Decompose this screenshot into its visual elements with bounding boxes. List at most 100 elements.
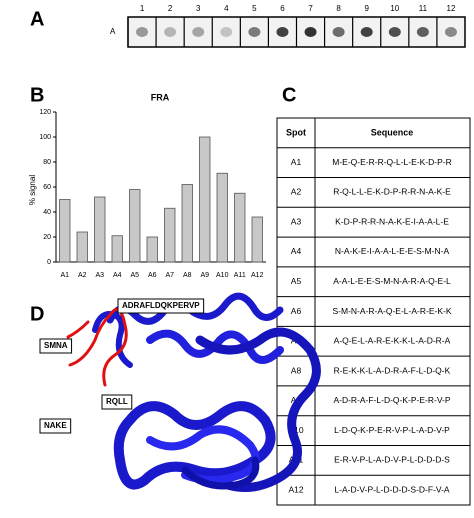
structure-label: ADRAFLDQKPERVP — [122, 301, 200, 310]
blot-row-label: A — [110, 27, 116, 36]
bar — [129, 189, 141, 263]
table-cell: A6 — [291, 306, 302, 316]
spot — [332, 27, 345, 37]
table-cell: A4 — [291, 246, 302, 256]
lane-label: 2 — [168, 4, 173, 13]
spot — [360, 27, 373, 37]
spot — [248, 27, 261, 37]
y-tick-label: 40 — [43, 209, 51, 216]
y-tick-label: 100 — [39, 134, 51, 141]
bar — [111, 235, 123, 263]
table-header: Sequence — [371, 127, 414, 137]
label-box — [39, 418, 72, 434]
helix — [195, 327, 321, 492]
bar — [251, 216, 263, 263]
table-cell: A2 — [291, 187, 302, 197]
table-cell: A-Q-E-L-A-R-E-K-K-L-A-D-R-A — [334, 336, 451, 346]
lane-label: 1 — [140, 4, 145, 13]
spot — [304, 27, 317, 37]
y-tick-label: 60 — [43, 184, 51, 191]
highlighted-region — [66, 320, 90, 339]
spot — [444, 27, 457, 37]
x-tick-label: A1 — [60, 272, 69, 279]
bar — [146, 236, 158, 263]
label-box — [117, 298, 205, 314]
lane-label: 9 — [364, 4, 369, 13]
table-cell: L-D-Q-K-P-E-R-V-P-L-A-D-V-P — [334, 425, 450, 435]
helix — [181, 456, 260, 490]
spot — [136, 27, 149, 37]
bar-chart: FRA % signal 0 20 40 60 80 100 120 A1 A2 A3 A4 A5 A6… — [28, 92, 266, 279]
spot — [416, 27, 429, 37]
spot — [220, 27, 233, 37]
y-tick-label: 20 — [43, 234, 51, 241]
table-cell: A12 — [288, 484, 303, 494]
panel-label: C — [282, 84, 296, 106]
x-tick-label: A7 — [165, 272, 174, 279]
y-axis-label: % signal — [28, 175, 37, 205]
table-cell: L-A-D-V-P-L-D-D-D-S-D-F-V-A — [334, 484, 450, 494]
x-tick-label: A10 — [216, 272, 229, 279]
table: Spot Sequence A1 M-E-Q-E-R-R-Q-L-L-E-K-D-P-… — [276, 117, 471, 506]
x-tick-label: A9 — [200, 272, 209, 279]
lane-label: 11 — [419, 4, 428, 13]
table-cell: A8 — [291, 365, 302, 375]
table-cell: A5 — [291, 276, 302, 286]
x-tick-label: A5 — [130, 272, 139, 279]
bar — [164, 207, 176, 263]
lane-label: 12 — [447, 4, 456, 13]
x-tick-label: A3 — [95, 272, 104, 279]
structure-labels: ADRAFLDQKPERVP SMNA RQLL NAKE — [39, 298, 205, 434]
spot — [192, 27, 205, 37]
structure-label: SMNA — [44, 341, 68, 350]
chart-title: FRA — [151, 92, 170, 102]
table-cell: R-Q-L-L-E-K-D-P-R-R-N-A-K-E — [333, 187, 451, 197]
table-cell: N-A-K-E-I-A-A-L-E-E-S-M-N-A — [335, 246, 450, 256]
table-cell: A1 — [291, 157, 302, 167]
lane-label: 8 — [336, 4, 341, 13]
lane-label: 5 — [252, 4, 257, 13]
protein-structure — [66, 292, 321, 492]
label-box — [101, 394, 133, 410]
helix — [146, 329, 284, 364]
spot — [276, 27, 289, 37]
table-cell: M-E-Q-E-R-R-Q-L-L-E-K-D-P-R — [332, 157, 451, 167]
x-tick-label: A6 — [148, 272, 157, 279]
table-header: Spot — [286, 127, 306, 137]
y-tick-label: 0 — [47, 259, 51, 266]
table-cell: A3 — [291, 216, 302, 226]
x-tick-label: A8 — [183, 272, 192, 279]
lane-label: 10 — [390, 4, 399, 13]
x-tick-label: A12 — [251, 272, 264, 279]
bar — [199, 136, 211, 263]
panel-label: B — [30, 84, 44, 106]
table-cell: A-D-R-A-F-L-D-Q-K-P-E-R-V-P — [333, 395, 450, 405]
blot: A 1 2 3 4 5 6 7 8 9 10 11 12 — [110, 4, 466, 48]
x-tick-label: A4 — [113, 272, 122, 279]
spot — [164, 27, 177, 37]
bar — [76, 231, 88, 263]
bar — [94, 196, 106, 263]
table-cell: R-E-K-K-L-A-D-R-A-F-L-D-Q-K — [334, 365, 451, 375]
bar — [59, 199, 71, 263]
table-cell: A-A-L-E-E-S-M-N-A-R-A-Q-E-L — [333, 276, 451, 286]
panel-label: A — [30, 8, 44, 30]
table-cell: S-M-N-A-R-A-Q-E-L-A-R-E-K-K — [333, 306, 452, 316]
label-box — [39, 338, 73, 354]
x-tick-label: A11 — [234, 272, 246, 279]
table-cell: K-D-P-R-R-N-A-K-E-I-A-A-L-E — [335, 216, 449, 226]
spot — [388, 27, 401, 37]
helix — [146, 425, 260, 484]
lane-label: 4 — [224, 4, 229, 13]
y-tick-label: 80 — [43, 159, 51, 166]
bar — [181, 184, 193, 263]
structure-label: RQLL — [106, 397, 128, 406]
table-cell: E-R-V-P-L-A-D-V-P-L-D-D-D-S — [334, 455, 450, 465]
x-tick-label: A2 — [78, 272, 87, 279]
bar — [234, 192, 246, 263]
structure-label: NAKE — [44, 421, 67, 430]
y-tick-label: 120 — [39, 109, 51, 116]
bar — [216, 172, 228, 263]
panel-label: D — [30, 303, 44, 325]
